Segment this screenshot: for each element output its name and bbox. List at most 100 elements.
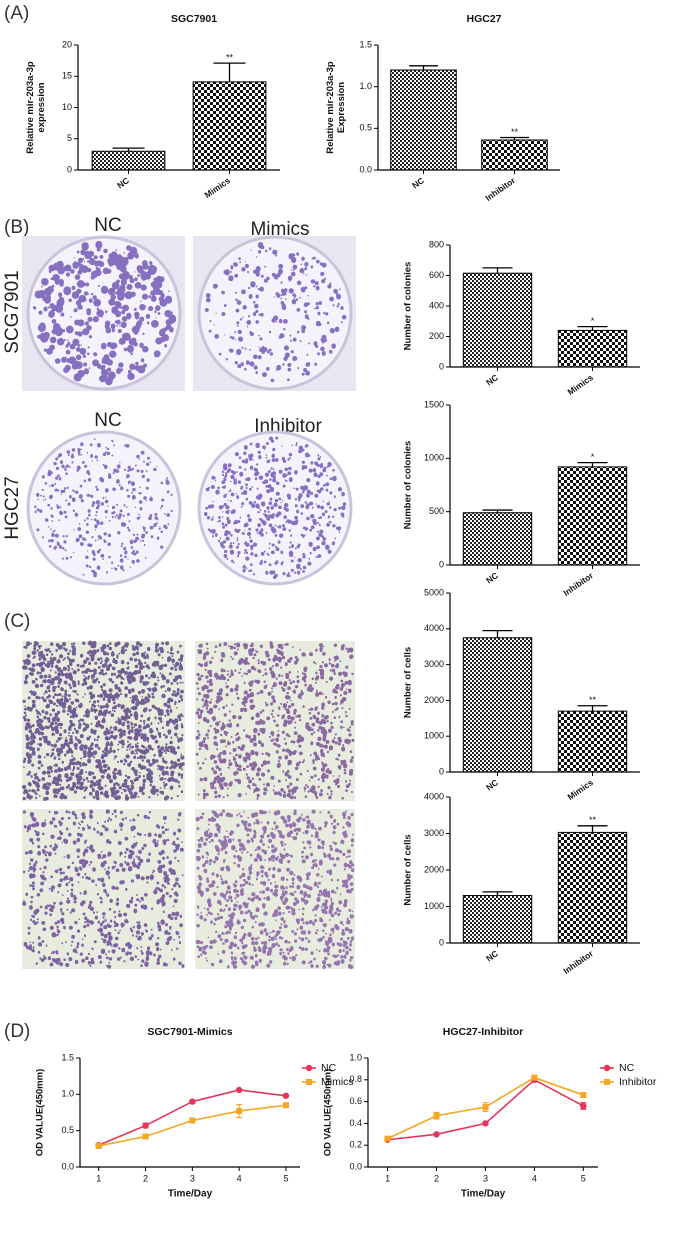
chart: 0.0 0.5 1.0 1.5 Relative mir-203a-3p Expressi… [325,13,560,203]
chart-title: SGC7901 [171,13,217,25]
error-bar [577,705,608,712]
marker [580,1102,587,1110]
chart-title: HGC27-Inhibitor [443,1026,524,1038]
chart-title: SGC7901-Mimics [147,1026,232,1038]
y-axis-label: Number of cells [403,647,414,718]
error-bar [409,65,438,70]
y-tick-label: 0.4 [349,1118,362,1128]
image-label: NC [94,215,121,236]
y-axis-label: Number of colonies [403,262,414,351]
x-tick-label: 5 [283,1173,288,1183]
y-tick-label: 0 [439,766,444,776]
x-tick-label: NC [410,175,426,190]
x-tick-label: Mimics [566,777,596,802]
y-axis-label: Relative mir-203a-3p [325,61,336,154]
y-tick-label: 3000 [424,828,444,838]
y-axis-label: OD VALUE(450mm) [35,1069,46,1156]
y-tick-label: 2000 [424,864,444,874]
y-tick-label: 0.8 [349,1074,362,1084]
y-tick-label: 10 [62,102,72,112]
line [98,1104,287,1147]
x-tick-label: Inhibitor [561,570,595,598]
chart: 0 5 10 15 20 Relative mir-203a-3p expression SG… [25,13,280,200]
x-tick-label: 1 [385,1173,390,1183]
marker [282,1092,290,1099]
y-tick-label: 1000 [424,731,444,741]
bar [557,831,628,944]
error-bar [482,891,513,896]
legend-label: NC [321,1062,337,1074]
marker [95,1142,102,1149]
y-tick-label: 3000 [424,659,444,669]
y-tick-label: 1000 [424,901,444,911]
x-tick-label: NC [484,948,500,963]
significance: ** [589,695,597,705]
marker [282,1102,289,1109]
marker [189,1117,196,1124]
marker [142,1133,149,1140]
marker [235,1086,243,1094]
x-tick-label: Mimics [203,175,233,200]
x-tick-label: 3 [483,1173,488,1183]
error-bar [482,509,513,513]
x-tick-label: NC [484,570,500,585]
y-tick-label: 2000 [424,695,444,705]
y-tick-label: 5 [67,133,72,143]
cells [22,809,185,969]
marker [482,1104,489,1111]
bar [462,637,533,773]
x-tick-label: 3 [190,1173,195,1183]
significance: * [591,452,595,462]
legend-label: Mimics [321,1076,354,1088]
y-axis-label: Expression [336,82,347,133]
marker [580,1092,587,1099]
chart: 0.0 0.2 0.4 0.6 0.8 1.0 OD VALUE(450mm) HGC27-I… [323,1026,657,1200]
marker [236,1108,243,1115]
significance: ** [226,53,234,63]
marker [142,1122,149,1129]
marker [384,1135,391,1142]
y-tick-label: 0.5 [61,1125,74,1135]
x-tick-label: 2 [143,1173,148,1183]
legend-marker [305,1064,313,1072]
x-tick-label: NC [484,777,500,792]
bar [462,272,533,368]
y-tick-label: 1500 [424,399,444,409]
image-label: NC [94,410,121,431]
error-bar [482,629,513,638]
error-bar [213,62,246,82]
cells [22,640,185,801]
x-tick-label: 2 [434,1173,439,1183]
bar [557,710,628,773]
y-tick-label: 1.5 [359,39,372,49]
marker [433,1131,440,1138]
error-bar [577,461,608,467]
y-axis-label: Number of cells [403,834,414,905]
y-tick-label: 20 [62,39,72,49]
significance: ** [511,127,519,137]
legend-marker [604,1079,610,1085]
y-tick-label: 1.0 [349,1052,362,1062]
colonies [204,436,347,579]
colonies [204,242,347,383]
row-label: SCG7901 [2,270,23,353]
chart: 0 200 400 600 800 Number of colonies NC * Mimics [403,239,640,397]
y-axis-label: Relative mir-203a-3p [25,61,36,154]
error-bar [500,136,529,140]
y-tick-label: 4000 [424,791,444,801]
y-tick-label: 0.0 [359,164,372,174]
panel-label: (C) [4,611,30,632]
y-tick-label: 0 [439,361,444,371]
y-tick-label: 4000 [424,623,444,633]
x-tick-label: 4 [237,1173,242,1183]
legend-marker [306,1079,312,1085]
x-axis-label: Time/Day [461,1189,506,1200]
x-tick-label: 4 [532,1173,537,1183]
marker [482,1120,489,1127]
bar [557,466,628,566]
x-axis-label: Time/Day [168,1189,213,1200]
cells [195,809,355,970]
x-tick-label: Inhibitor [483,175,517,203]
x-tick-label: 5 [581,1173,586,1183]
bar [91,150,166,171]
